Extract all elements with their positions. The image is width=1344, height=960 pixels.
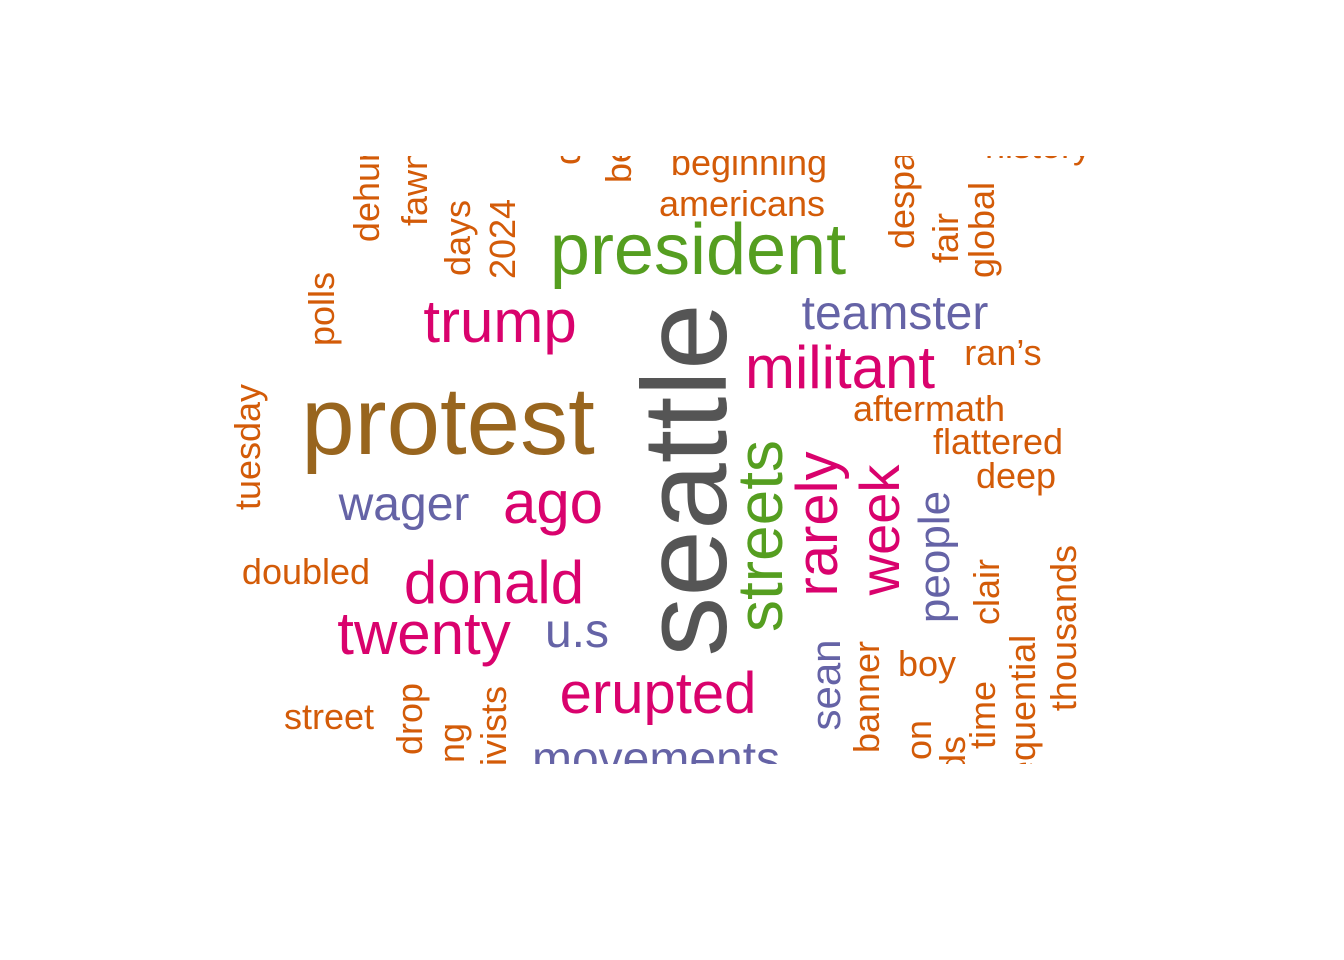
word-ago: ago	[502, 469, 604, 536]
word-wager: wager	[338, 478, 470, 531]
word-deep: deep	[975, 455, 1057, 496]
word-global: global	[961, 181, 1002, 279]
word-donald: donald	[403, 549, 585, 616]
word-2024: 2024	[482, 198, 523, 280]
word-protest: protest	[301, 368, 595, 475]
word-ran-s: ran’s	[964, 332, 1042, 373]
word-cloud-area: seattle protest president streets trump milit…	[222, 156, 1100, 764]
word-people: people	[910, 490, 959, 624]
word-doubled: doubled	[241, 551, 371, 592]
word-flattered: flattered	[932, 421, 1064, 462]
word-teamster: teamster	[801, 287, 989, 340]
word-wing: wing	[431, 722, 472, 764]
word-dehumanizing: dehumanizing	[346, 156, 387, 242]
word-dead: dead	[547, 156, 588, 165]
word-americans: americans	[658, 183, 826, 224]
word-despair: despair	[881, 156, 922, 250]
word-thousands: thousands	[1043, 544, 1084, 712]
word-president: president	[549, 210, 847, 290]
word-polls: polls	[301, 271, 342, 347]
word-inconsequential: inconsequential	[1002, 634, 1043, 764]
word-drop: drop	[389, 682, 430, 756]
word-days: days	[437, 199, 478, 277]
word-on: on	[898, 719, 939, 761]
word-street: street	[283, 696, 375, 737]
word-boy: boy	[897, 643, 957, 684]
word-friends: friends	[932, 736, 973, 764]
word-aftermath: aftermath	[852, 388, 1006, 429]
word-fawned: fawned	[394, 156, 435, 227]
word-fair: fair	[925, 212, 966, 264]
word-militant: militant	[744, 334, 936, 401]
word-banner: banner	[846, 640, 887, 754]
word-movements: movements	[531, 733, 781, 765]
word-week: week	[848, 464, 911, 596]
word-u-s: u.s	[544, 605, 610, 658]
word-been: been	[598, 156, 639, 183]
word-twenty: twenty	[337, 600, 511, 667]
word-trump: trump	[423, 288, 577, 355]
word-erupted: erupted	[559, 661, 757, 726]
word-beginning: beginning	[670, 156, 828, 183]
word-sean: sean	[802, 639, 849, 731]
word-history: history	[985, 156, 1091, 164]
word-activists: activists	[473, 685, 514, 764]
word-clair: clair	[966, 558, 1007, 626]
word-streets: streets	[724, 439, 796, 633]
word-rarely: rarely	[785, 451, 850, 597]
word-tuesday: tuesday	[227, 383, 268, 511]
